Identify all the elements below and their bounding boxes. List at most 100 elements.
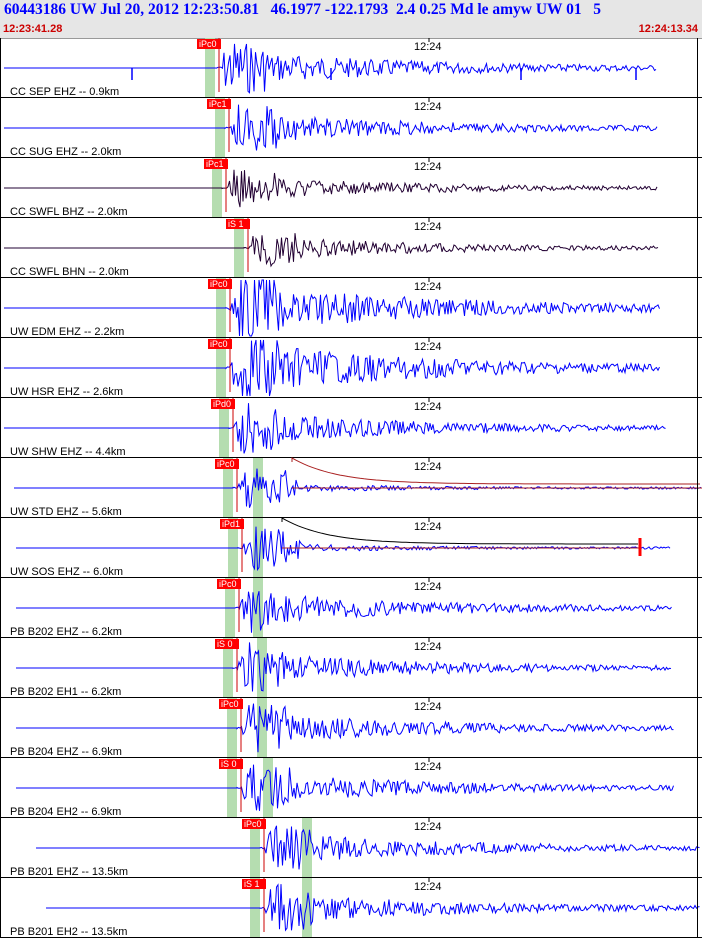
waveform <box>16 642 672 692</box>
pick-marker[interactable] <box>211 399 235 409</box>
time-tick-label: 12:24 <box>414 761 442 773</box>
coda-curve <box>291 457 700 485</box>
trace-row[interactable]: 12:24 iPc0 CC SEP EHZ -- 0.9km <box>0 38 702 98</box>
pick-label: iPc1 <box>206 159 224 169</box>
station-label: CC SWFL BHN -- 2.0km <box>10 266 129 278</box>
pick-label: iPc1 <box>209 99 227 109</box>
window-end-time: 12:24:13.34 <box>638 23 698 35</box>
pick-label: iPc0 <box>217 459 235 469</box>
pick-label: iPc0 <box>244 819 262 829</box>
pick-marker[interactable] <box>226 219 250 229</box>
waveform <box>16 591 672 633</box>
station-label: CC SUG EHZ -- 2.0km <box>10 146 121 158</box>
pick-band-secondary <box>257 638 267 698</box>
waveform <box>4 104 658 151</box>
pick-label: iS 1 <box>244 879 260 889</box>
pick-band-secondary <box>253 518 263 578</box>
trace-row[interactable]: 12:24 iPc0 UW EDM EHZ -- 2.2km <box>0 278 702 338</box>
waveform <box>4 339 660 397</box>
pick-label: iPd1 <box>222 519 240 529</box>
pick-label: iS 0 <box>221 759 237 769</box>
pick-label: iS 1 <box>228 219 244 229</box>
station-label: CC SEP EHZ -- 0.9km <box>10 86 119 98</box>
waveform <box>4 279 660 337</box>
trace-row[interactable]: 12:24 iPd0 UW SHW EHZ -- 4.4km <box>0 398 702 458</box>
time-tick-label: 12:24 <box>414 41 442 53</box>
waveform <box>36 825 700 870</box>
pick-marker[interactable] <box>208 279 232 289</box>
station-label: UW SHW EHZ -- 4.4km <box>10 446 126 458</box>
pick-marker[interactable] <box>242 819 266 829</box>
pick-marker[interactable] <box>208 339 232 349</box>
station-label: PB B202 EH1 -- 6.2km <box>10 686 121 698</box>
waveform <box>16 764 674 811</box>
station-label: PB B204 EHZ -- 6.9km <box>10 746 122 758</box>
trace-panel[interactable]: 12:24 iPc0 CC SEP EHZ -- 0.9km 12:24 iPc1 CC … <box>0 38 702 938</box>
pick-marker[interactable] <box>219 699 243 709</box>
trace-row[interactable]: 12:24 iPc0 PB B202 EHZ -- 6.2km <box>0 578 702 638</box>
trace-row[interactable]: 12:24 iS 0 PB B204 EH2 -- 6.9km <box>0 758 702 818</box>
pick-marker[interactable] <box>197 39 221 49</box>
time-tick-label: 12:24 <box>414 881 442 893</box>
time-tick-label: 12:24 <box>414 581 442 593</box>
pick-band-secondary <box>302 818 312 878</box>
time-tick-label: 12:24 <box>414 161 442 173</box>
station-label: PB B202 EHZ -- 6.2km <box>10 626 122 638</box>
pick-marker[interactable] <box>220 519 244 529</box>
pick-marker[interactable] <box>204 159 228 169</box>
pick-marker[interactable] <box>215 459 239 469</box>
station-label: UW HSR EHZ -- 2.6km <box>10 386 123 398</box>
pick-label: iPc0 <box>221 699 239 709</box>
time-tick-label: 12:24 <box>414 281 442 293</box>
pick-band-secondary <box>263 758 273 818</box>
pick-label: iPc0 <box>210 339 228 349</box>
waveform <box>4 169 658 208</box>
event-header: 60443186 UW Jul 20, 2012 12:23:50.81 46.… <box>0 0 702 39</box>
pick-band-secondary <box>253 578 263 638</box>
time-tick-label: 12:24 <box>414 341 442 353</box>
pick-marker[interactable] <box>242 879 266 889</box>
trace-row[interactable]: 12:24 iPc0 PB B204 EHZ -- 6.9km <box>0 698 702 758</box>
station-label: UW SOS EHZ -- 6.0km <box>10 566 123 578</box>
pick-band-secondary <box>257 698 267 758</box>
waveform <box>4 233 659 268</box>
time-tick-label: 12:24 <box>414 641 442 653</box>
station-label: PB B201 EH2 -- 13.5km <box>10 926 127 938</box>
pick-label: iS 0 <box>217 639 233 649</box>
trace-row[interactable]: 12:24 iPc0 UW HSR EHZ -- 2.6km <box>0 338 702 398</box>
waveform <box>16 703 674 753</box>
station-label: PB B201 EHZ -- 13.5km <box>10 866 128 878</box>
window-start-time: 12:23:41.28 <box>3 23 63 35</box>
pick-label: iPc0 <box>219 579 237 589</box>
station-label: PB B204 EH2 -- 6.9km <box>10 806 121 818</box>
pick-marker[interactable] <box>219 759 243 769</box>
station-label: CC SWFL BHZ -- 2.0km <box>10 206 128 218</box>
trace-row[interactable]: 12:24 iPd1 UW SOS EHZ -- 6.0km <box>0 517 702 578</box>
pick-marker[interactable] <box>217 579 241 589</box>
waveform <box>4 43 657 94</box>
pick-label: iPc0 <box>210 279 228 289</box>
station-label: UW EDM EHZ -- 2.2km <box>10 326 124 338</box>
time-tick-label: 12:24 <box>414 821 442 833</box>
time-tick-label: 12:24 <box>414 401 442 413</box>
waveform <box>4 403 666 454</box>
trace-row[interactable]: 12:24 iPc0 PB B201 EHZ -- 13.5km <box>0 818 702 878</box>
time-tick-label: 12:24 <box>414 221 442 233</box>
trace-row[interactable]: 12:24 iPc1 CC SWFL BHZ -- 2.0km <box>0 158 702 218</box>
pick-label: iPc0 <box>199 39 217 49</box>
trace-row[interactable]: 12:24 iS 1 PB B201 EH2 -- 13.5km <box>0 878 702 938</box>
pick-marker[interactable] <box>207 99 231 109</box>
trace-row[interactable]: 12:24 iS 0 PB B202 EH1 -- 6.2km <box>0 638 702 698</box>
time-tick-label: 12:24 <box>414 101 442 113</box>
trace-row[interactable]: 12:24 iPc1 CC SUG EHZ -- 2.0km <box>0 98 702 158</box>
time-tick-label: 12:24 <box>414 701 442 713</box>
pick-band-secondary <box>302 878 312 938</box>
pick-label: iPd0 <box>213 399 231 409</box>
trace-row[interactable]: 12:24 iPc0 UW STD EHZ -- 5.6km <box>0 457 702 518</box>
pick-marker[interactable] <box>215 639 239 649</box>
time-tick-label: 12:24 <box>414 521 442 533</box>
waveform <box>46 883 700 932</box>
trace-row[interactable]: 12:24 iS 1 CC SWFL BHN -- 2.0km <box>0 218 702 278</box>
time-tick-label: 12:24 <box>414 461 442 473</box>
